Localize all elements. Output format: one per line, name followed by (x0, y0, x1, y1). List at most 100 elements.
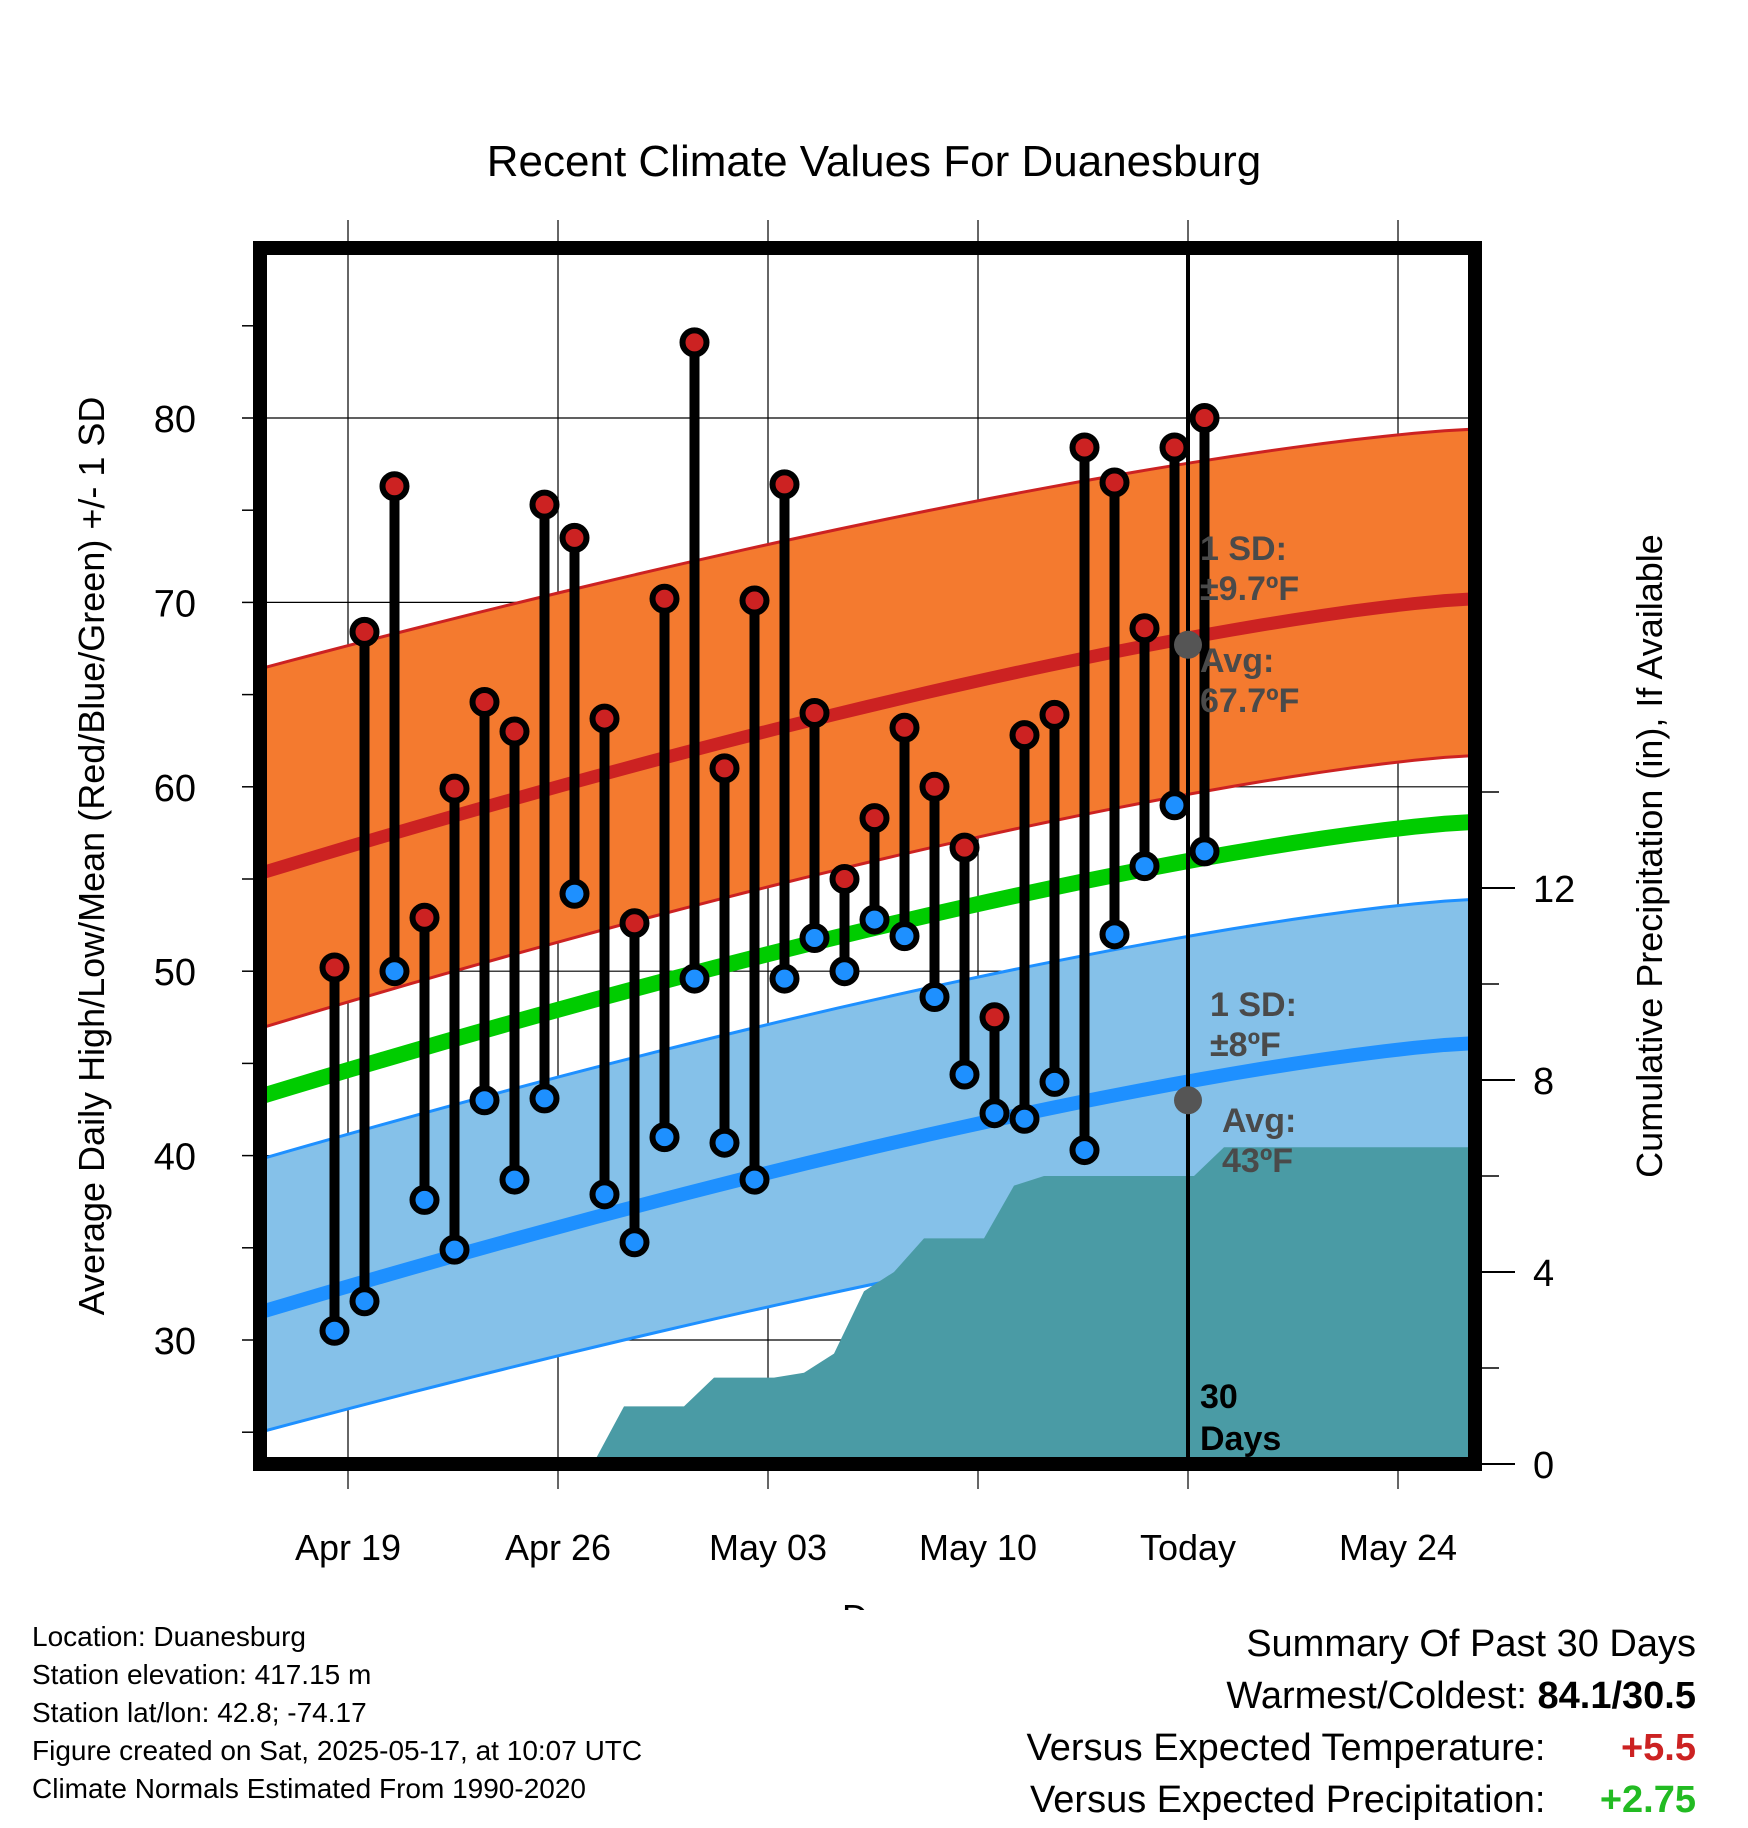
daily-high-dot (829, 864, 860, 894)
daily-high-dot (649, 583, 680, 614)
y-right-tick-label: 4 (1533, 1253, 1554, 1295)
daily-low-dot (379, 956, 410, 987)
low-sd-label: 1 SD: (1210, 986, 1297, 1024)
daily-low-dot (499, 1164, 530, 1195)
daily-low-dot (349, 1286, 380, 1317)
daily-high-dot (1159, 432, 1190, 463)
daily-low-dot (1189, 836, 1220, 867)
plot-frame (253, 241, 1482, 1471)
x-tick-label: May 24 (1339, 1527, 1457, 1568)
daily-low-dot (619, 1227, 650, 1258)
daily-stems (319, 327, 1220, 1346)
temp-value: +5.5 (1620, 1727, 1696, 1769)
normals-text: Climate Normals Estimated From 1990-2020 (32, 1773, 586, 1804)
y-tick-label: 80 (154, 399, 196, 441)
daily-high-dot (1009, 720, 1040, 751)
today-low-marker (1174, 1086, 1202, 1115)
chart-title: Recent Climate Values For Duanesburg (487, 137, 1261, 186)
y-tick-label: 50 (154, 952, 196, 994)
daily-low-dot (979, 1098, 1010, 1129)
daily-high-dot (1099, 467, 1130, 498)
x-tick-label: May 03 (709, 1527, 827, 1568)
precip-layer (354, 1147, 1475, 1464)
daily-high-dot (949, 832, 980, 863)
x-axis-label: Day (842, 1597, 906, 1610)
warm-cold-label: Warmest/Coldest: (1226, 1675, 1527, 1717)
latlon-text: Station lat/lon: 42.8; -74.17 (32, 1697, 367, 1728)
daily-high-dot (529, 489, 560, 520)
daily-low-dot (439, 1234, 470, 1265)
daily-high-dot (709, 753, 740, 784)
daily-low-dot (919, 982, 950, 1013)
daily-high-dot (589, 703, 620, 734)
y-axis-right: 0 4 8 12 (1481, 791, 1575, 1487)
daily-high-dot (889, 712, 920, 743)
x-tick-label: Apr 26 (505, 1527, 611, 1568)
summary-title: Summary Of Past 30 Days (1246, 1623, 1696, 1665)
daily-low-dot (1039, 1066, 1070, 1097)
precip-row: Versus Expected Precipitation: +2.75 (1027, 1774, 1696, 1826)
daily-low-dot (1159, 790, 1190, 821)
climate-chart: Recent Climate Values For Duanesburg 1 S… (71, 137, 1670, 1610)
daily-low-dot (679, 963, 710, 994)
warm-cold-value: 84.1/30.5 (1537, 1675, 1696, 1717)
y-tick-label: 60 (154, 768, 196, 810)
temp-label: Versus Expected Temperature: (1026, 1727, 1546, 1769)
daily-low-dot (859, 904, 890, 935)
x-tick-label: May 10 (919, 1527, 1037, 1568)
daily-high-dot (1189, 403, 1220, 433)
low-sd-band (260, 897, 1475, 1434)
daily-high-dot (499, 716, 530, 747)
y-axis-left: 30 40 50 60 70 80 (154, 325, 254, 1433)
daily-low-dot (1009, 1103, 1040, 1134)
daily-high-dot (859, 803, 890, 834)
daily-high-dot (439, 773, 470, 804)
high-sd-value: ±9.7ºF (1200, 570, 1299, 608)
precip-value: +2.75 (1599, 1779, 1696, 1821)
elevation-text: Station elevation: 417.15 m (32, 1659, 372, 1690)
precip-area (354, 1147, 1475, 1464)
y-right-tick-label: 8 (1533, 1061, 1554, 1103)
x-tick-label: Apr 19 (295, 1527, 401, 1568)
created-text: Figure created on Sat, 2025-05-17, at 10… (32, 1735, 643, 1766)
days-text-label: Days (1200, 1420, 1281, 1458)
daily-low-dot (559, 878, 590, 909)
temp-row: Versus Expected Temperature: +5.5 (1027, 1722, 1696, 1774)
x-tick-label: Today (1140, 1527, 1236, 1568)
daily-low-dot (589, 1179, 620, 1210)
high-avg-label: Avg: (1200, 642, 1274, 680)
daily-high-dot (619, 908, 650, 939)
daily-low-dot (709, 1127, 740, 1158)
daily-high-dot (1069, 432, 1100, 463)
daily-high-dot (379, 471, 410, 502)
daily-high-dot (799, 698, 830, 729)
daily-low-dot (889, 921, 920, 952)
y-right-tick-label: 0 (1533, 1445, 1554, 1487)
daily-high-dot (469, 686, 500, 717)
high-avg-value: 67.7ºF (1200, 682, 1299, 720)
daily-low-dot (319, 1315, 350, 1346)
daily-low-dot (949, 1059, 980, 1090)
daily-low-dot (1129, 851, 1160, 882)
daily-high-dot (979, 1002, 1010, 1033)
daily-high-dot (919, 771, 950, 802)
daily-high-dot (319, 952, 350, 983)
low-sd-value: ±8ºF (1210, 1026, 1281, 1064)
warm-cold-row: Warmest/Coldest: 84.1/30.5 (1027, 1670, 1696, 1722)
days-count-label: 30 (1200, 1378, 1238, 1416)
location-text: Location: Duanesburg (32, 1621, 306, 1652)
precip-label: Versus Expected Precipitation: (1030, 1779, 1546, 1821)
daily-low-dot (649, 1122, 680, 1153)
daily-low-dot (739, 1164, 770, 1195)
y-axis-right-label: Cumulative Precipitation (in), If Availa… (1629, 534, 1670, 1178)
daily-high-dot (409, 902, 440, 933)
y-right-tick-label: 12 (1533, 869, 1575, 911)
y-tick-label: 40 (154, 1137, 196, 1179)
x-axis: Apr 19 Apr 26 May 03 May 10 Today May 24 (295, 1527, 1457, 1568)
daily-low-dot (469, 1085, 500, 1116)
y-tick-label: 70 (154, 583, 196, 625)
daily-high-dot (679, 327, 710, 358)
daily-low-dot (799, 923, 830, 954)
daily-low-dot (409, 1184, 440, 1215)
